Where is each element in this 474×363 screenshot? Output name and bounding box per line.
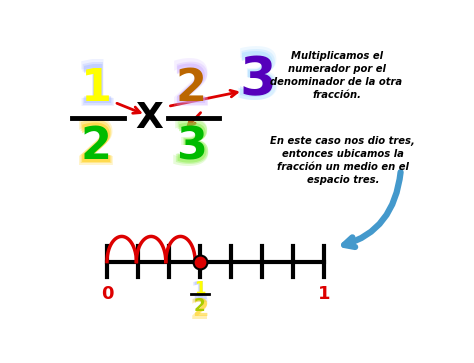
- Text: 2: 2: [194, 297, 206, 314]
- Text: 3: 3: [171, 118, 212, 175]
- Text: 3: 3: [169, 116, 214, 178]
- Text: 3: 3: [176, 126, 207, 168]
- Text: 2: 2: [78, 121, 114, 173]
- Text: 2: 2: [176, 67, 207, 110]
- Text: 1: 1: [76, 60, 116, 117]
- Text: 1: 1: [191, 280, 208, 304]
- Text: 3: 3: [232, 45, 283, 114]
- Text: 2: 2: [81, 126, 111, 168]
- Text: 1: 1: [74, 57, 118, 119]
- Text: 1: 1: [194, 280, 206, 298]
- Text: 1: 1: [190, 280, 210, 308]
- Text: 3: 3: [173, 121, 210, 173]
- Text: 1: 1: [318, 285, 330, 303]
- Text: 1: 1: [78, 62, 114, 114]
- Text: 2: 2: [76, 118, 116, 175]
- Text: 3: 3: [235, 47, 281, 113]
- Text: 2: 2: [173, 62, 210, 114]
- Text: 3: 3: [237, 50, 279, 109]
- Text: 2: 2: [171, 60, 212, 117]
- Text: 2: 2: [190, 297, 210, 325]
- Text: 3: 3: [239, 54, 276, 106]
- Text: En este caso nos dio tres,
entonces ubicamos la
fracción un medio en el
espacio : En este caso nos dio tres, entonces ubic…: [271, 136, 415, 185]
- Text: X: X: [135, 101, 163, 135]
- Text: 2: 2: [74, 116, 118, 178]
- Text: 1: 1: [81, 67, 111, 110]
- Text: 2: 2: [191, 297, 208, 321]
- Text: Multiplicamos el
numerador por el
denominador de la otra
fracción.: Multiplicamos el numerador por el denomi…: [271, 50, 402, 100]
- Text: 0: 0: [101, 285, 113, 303]
- Text: 2: 2: [169, 57, 214, 119]
